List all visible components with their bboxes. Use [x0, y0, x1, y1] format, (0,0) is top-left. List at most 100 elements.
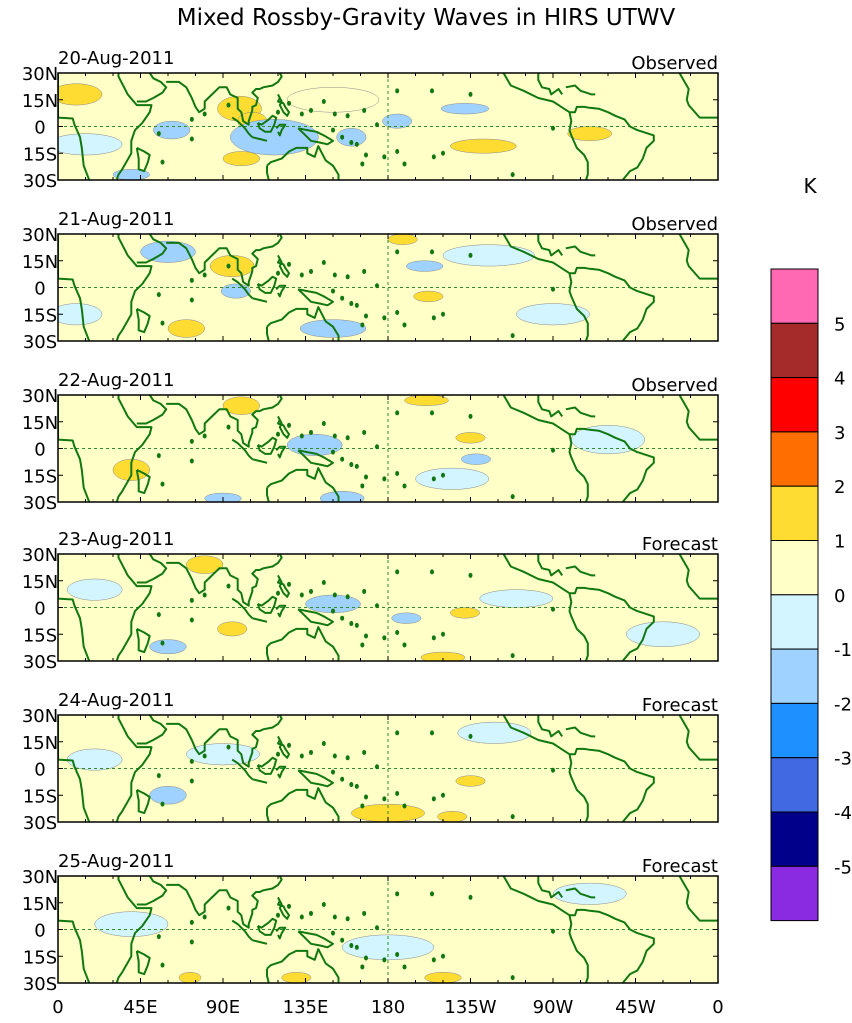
island [345, 274, 350, 280]
island [340, 295, 345, 301]
colorbar-label: 1 [834, 532, 845, 553]
island [395, 569, 400, 575]
coastline [231, 919, 254, 941]
coastline [166, 234, 283, 287]
island [156, 131, 161, 137]
anomaly-field [58, 554, 718, 661]
island [441, 472, 445, 478]
coastline [256, 756, 278, 775]
coastline [115, 876, 153, 983]
island [160, 962, 165, 968]
coastline [135, 789, 151, 815]
coastline [58, 438, 91, 502]
anomaly-field [58, 234, 718, 341]
island [332, 592, 337, 598]
island [441, 631, 445, 637]
coastline [277, 93, 290, 117]
anomaly-patch [336, 128, 367, 147]
coastline [256, 275, 278, 294]
island [362, 749, 367, 755]
island [375, 764, 379, 770]
island [189, 277, 194, 283]
coastline [678, 73, 718, 119]
coastline [297, 930, 334, 949]
coastline [275, 445, 287, 459]
coastline [568, 593, 589, 661]
anomaly-patch [382, 113, 413, 129]
coastline [135, 308, 151, 334]
coastline [58, 919, 91, 983]
island [430, 891, 434, 897]
island [189, 758, 194, 764]
island [226, 583, 231, 589]
island [340, 615, 345, 621]
island [276, 109, 280, 115]
coastline [502, 715, 655, 822]
anomaly-patch [149, 639, 187, 655]
colorbar-swatch [770, 485, 819, 542]
island [362, 910, 367, 916]
coastline [297, 288, 334, 307]
island [345, 435, 350, 441]
island [362, 268, 367, 274]
island [156, 773, 161, 779]
island [354, 622, 359, 628]
island [160, 320, 165, 326]
coastline [115, 715, 153, 822]
island [354, 944, 359, 950]
island [156, 453, 161, 459]
lon-tick-label: 135W [444, 997, 496, 1018]
coastline [277, 415, 290, 439]
coastline [678, 234, 718, 280]
map-panel: 30N 15N 0 15S 30S 21-Aug-2011 Observed [22, 209, 719, 353]
island [551, 606, 555, 612]
island [395, 410, 400, 416]
island [430, 569, 434, 575]
island [431, 796, 436, 802]
coastline [266, 145, 340, 180]
colorbar-label: 2 [834, 477, 845, 498]
colorbar-swatch [770, 540, 819, 596]
island [340, 456, 345, 462]
coastline [678, 395, 718, 441]
anomaly-patch [230, 119, 319, 156]
island [431, 957, 436, 963]
anomaly-patch [415, 467, 490, 490]
coastline [115, 395, 153, 502]
island [226, 744, 231, 750]
anomaly-patch [58, 83, 103, 106]
island [276, 751, 280, 757]
colorbar-label: -4 [834, 803, 852, 824]
coastline [537, 395, 564, 418]
island [299, 753, 304, 759]
island [364, 152, 368, 158]
colorbar-swatch [770, 865, 819, 922]
island [364, 474, 368, 480]
coastline [568, 754, 589, 822]
island [189, 458, 194, 464]
anomaly-patch [217, 621, 248, 637]
island [364, 313, 368, 319]
coastline [136, 554, 168, 584]
island [468, 572, 473, 578]
island [395, 730, 400, 736]
island [202, 111, 207, 117]
coastline [266, 948, 340, 983]
coastline [266, 165, 270, 180]
colorbar-label: 0 [834, 586, 845, 607]
island [364, 633, 368, 639]
coastline [502, 554, 655, 661]
island [430, 410, 434, 416]
island [276, 431, 280, 437]
colorbar-label: 3 [834, 423, 845, 444]
island [354, 302, 359, 308]
coastline [58, 116, 91, 180]
island [156, 612, 161, 618]
lat-tick-label: 0 [34, 279, 45, 300]
anomaly-patch [455, 775, 486, 787]
island [430, 249, 434, 255]
panel-date: 20-Aug-2011 [58, 48, 174, 69]
coastline [252, 136, 268, 142]
island [345, 916, 350, 922]
colorbar-label: 4 [834, 369, 845, 390]
